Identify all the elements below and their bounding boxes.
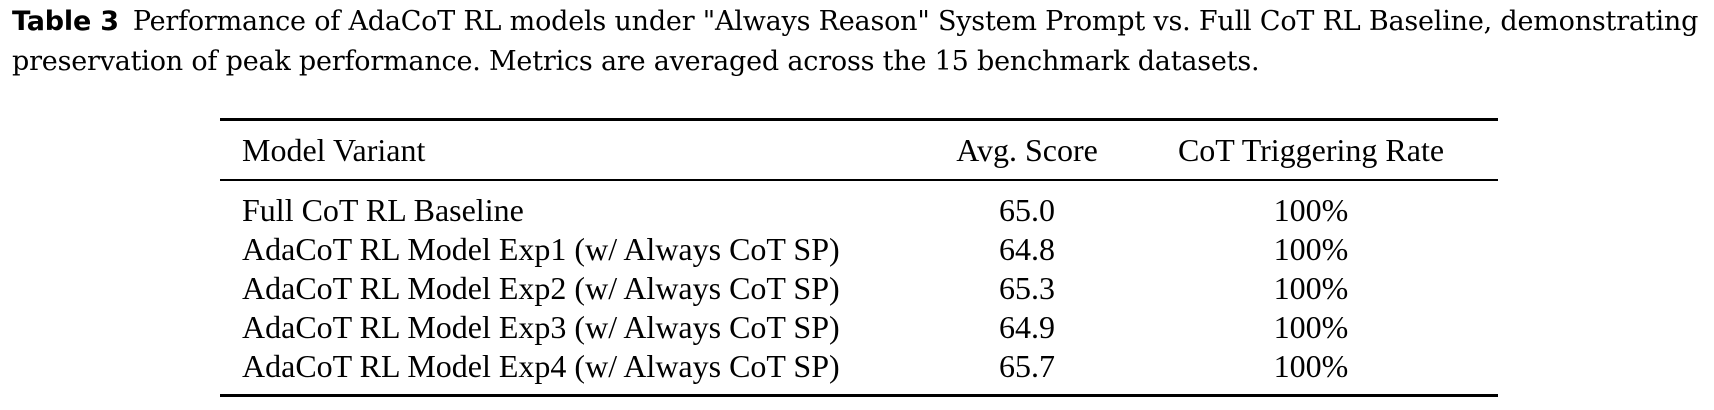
table-row: Full CoT RL Baseline 65.0 100% bbox=[220, 180, 1498, 230]
cell-score: 64.8 bbox=[999, 231, 1055, 267]
header-row: Model Variant Avg. Score CoT Triggering … bbox=[220, 119, 1498, 180]
header-cot-triggering-rate: CoT Triggering Rate bbox=[1177, 131, 1445, 168]
cell-score: 65.7 bbox=[999, 348, 1055, 384]
cell-model: AdaCoT RL Model Exp4 (w/ Always CoT SP) bbox=[242, 348, 840, 384]
caption-text: Performance of AdaCoT RL models under "A… bbox=[12, 6, 1699, 77]
table-row: AdaCoT RL Model Exp2 (w/ Always CoT SP) … bbox=[220, 269, 1498, 308]
cell-rate: 100% bbox=[1273, 270, 1349, 306]
cell-rate: 100% bbox=[1273, 309, 1349, 345]
caption-label: Table 3 bbox=[12, 6, 119, 37]
cell-score: 65.0 bbox=[999, 192, 1055, 228]
cell-rate: 100% bbox=[1273, 192, 1349, 228]
table-row: AdaCoT RL Model Exp3 (w/ Always CoT SP) … bbox=[220, 308, 1498, 347]
cell-score: 64.9 bbox=[999, 309, 1055, 345]
cell-model: AdaCoT RL Model Exp3 (w/ Always CoT SP) bbox=[242, 309, 840, 345]
results-table: Model Variant Avg. Score CoT Triggering … bbox=[220, 118, 1498, 397]
header-model-variant: Model Variant bbox=[242, 131, 426, 168]
table-header: Model Variant Avg. Score CoT Triggering … bbox=[220, 119, 1498, 180]
cell-score: 65.3 bbox=[999, 270, 1055, 306]
table-row: AdaCoT RL Model Exp1 (w/ Always CoT SP) … bbox=[220, 230, 1498, 269]
table-row: AdaCoT RL Model Exp4 (w/ Always CoT SP) … bbox=[220, 347, 1498, 396]
cell-model: AdaCoT RL Model Exp1 (w/ Always CoT SP) bbox=[242, 231, 840, 267]
cell-rate: 100% bbox=[1273, 231, 1349, 267]
cell-model: AdaCoT RL Model Exp2 (w/ Always CoT SP) bbox=[242, 270, 840, 306]
table-body: Full CoT RL Baseline 65.0 100% AdaCoT RL… bbox=[220, 180, 1498, 396]
results-table-container: Model Variant Avg. Score CoT Triggering … bbox=[220, 118, 1498, 397]
cell-rate: 100% bbox=[1273, 348, 1349, 384]
header-avg-score: Avg. Score bbox=[956, 131, 1098, 168]
table-caption: Table 3 Performance of AdaCoT RL models u… bbox=[12, 2, 1712, 82]
cell-model: Full CoT RL Baseline bbox=[242, 192, 524, 228]
